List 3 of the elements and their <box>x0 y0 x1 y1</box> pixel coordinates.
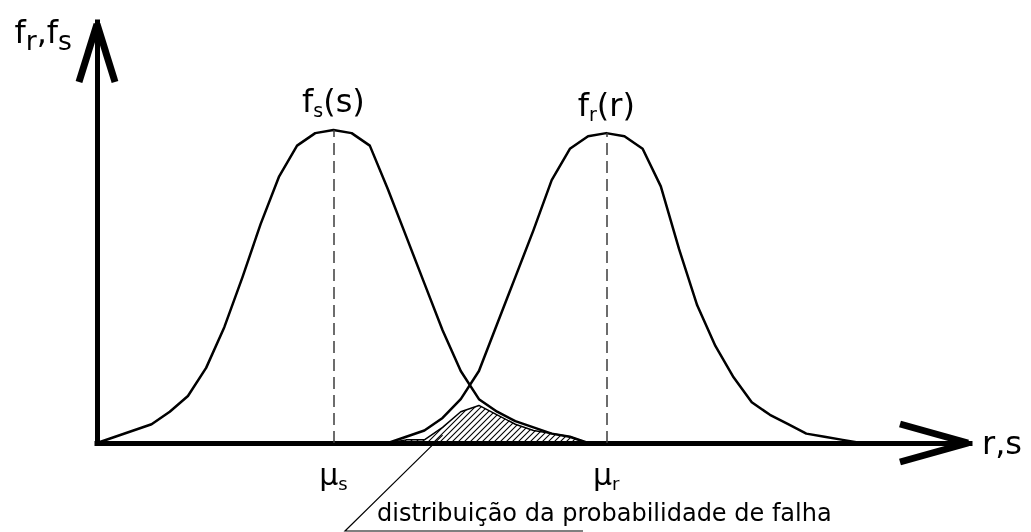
text: distribuição da probabilidade de falha <box>377 499 832 527</box>
y-axis-title: f$_{r}$,f$_{s}$ <box>14 13 72 57</box>
x-axis-title: r,s <box>982 424 1022 462</box>
